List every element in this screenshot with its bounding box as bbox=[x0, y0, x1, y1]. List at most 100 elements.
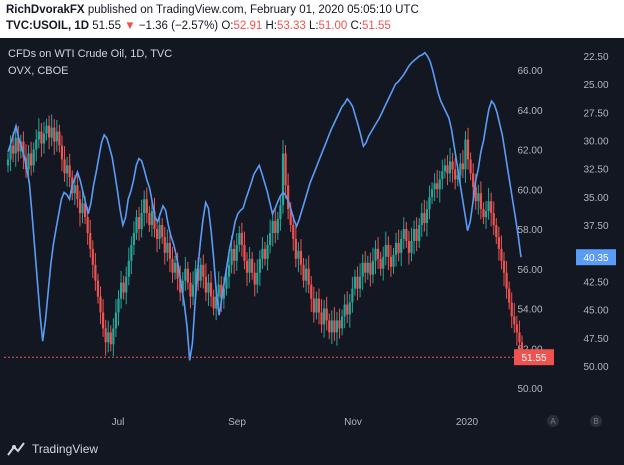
candle-body bbox=[430, 189, 434, 198]
candle-body bbox=[436, 183, 439, 190]
candle-body bbox=[12, 145, 15, 154]
candle-body bbox=[281, 153, 285, 206]
last-price-tag-label: 51.55 bbox=[521, 353, 546, 364]
candle-body bbox=[294, 238, 297, 259]
candle-body bbox=[55, 131, 58, 142]
candle-body bbox=[22, 141, 25, 158]
candle-body bbox=[297, 250, 300, 259]
candle-body bbox=[109, 332, 112, 345]
candle-body bbox=[330, 320, 333, 333]
candle-body bbox=[274, 221, 277, 233]
candle-body bbox=[328, 320, 331, 333]
candle-body bbox=[143, 199, 146, 214]
candle-body bbox=[35, 139, 38, 150]
candle-body bbox=[135, 217, 138, 233]
candle-body bbox=[425, 209, 429, 224]
candle-body bbox=[145, 199, 148, 214]
candle-body bbox=[230, 248, 233, 265]
candle-body bbox=[315, 298, 318, 313]
symbol-label: TVC:USOIL, 1D bbox=[6, 20, 90, 32]
chart-title: CFDs on WTI Crude Oil, 1D, TVC bbox=[8, 48, 173, 60]
price-chart[interactable]: 66.0064.0062.0060.0058.0056.0054.0052.00… bbox=[0, 38, 624, 465]
ovx-tick-label: 32.50 bbox=[583, 165, 608, 176]
candle-body bbox=[209, 282, 213, 297]
candle-body bbox=[338, 320, 341, 329]
tradingview-logo[interactable]: TradingView bbox=[6, 441, 98, 457]
last-price-tag bbox=[514, 349, 554, 366]
candle-body bbox=[81, 203, 84, 214]
ovx-tag bbox=[576, 249, 616, 266]
candle-body bbox=[191, 284, 195, 297]
price-tick-label: 54.00 bbox=[517, 305, 542, 316]
candle-body bbox=[505, 272, 508, 289]
candle-body bbox=[433, 183, 436, 190]
candle-body bbox=[37, 131, 40, 140]
candle-body bbox=[215, 296, 218, 309]
candle-body bbox=[307, 268, 310, 285]
candle-body bbox=[428, 197, 431, 210]
candle-body bbox=[114, 312, 118, 329]
candle-body bbox=[402, 229, 405, 239]
candle-body bbox=[376, 248, 380, 259]
candle-body bbox=[410, 240, 413, 253]
candle-body bbox=[508, 288, 511, 303]
candle-body bbox=[346, 304, 349, 315]
ovx-tick-label: 42.50 bbox=[583, 277, 608, 288]
candle-body bbox=[320, 312, 323, 325]
candle-body bbox=[17, 137, 20, 152]
ovx-line bbox=[7, 51, 522, 361]
price-tick-label: 60.00 bbox=[517, 185, 542, 196]
ovx-tick-label: 22.50 bbox=[583, 52, 608, 63]
candle-body bbox=[392, 254, 395, 267]
price-change: −1.36 (−2.57%) bbox=[138, 20, 219, 32]
candle-body bbox=[243, 244, 246, 261]
candle-body bbox=[358, 276, 362, 289]
candle-body bbox=[119, 282, 123, 299]
candle-body bbox=[212, 296, 215, 309]
candle-body bbox=[150, 211, 154, 226]
candle-body bbox=[42, 133, 46, 144]
candle-body bbox=[464, 139, 467, 170]
x-tick-label: Jul bbox=[112, 417, 125, 428]
candle-body bbox=[446, 165, 449, 174]
candle-body bbox=[256, 272, 259, 285]
candle-body bbox=[454, 169, 457, 180]
candle-body bbox=[451, 161, 454, 170]
x-tick-label: 2020 bbox=[456, 417, 479, 428]
candle-body bbox=[58, 131, 61, 146]
ovx-tick-label: 35.00 bbox=[583, 193, 608, 204]
open-value: 52.91 bbox=[233, 20, 263, 32]
candle-body bbox=[407, 240, 411, 253]
candle-body bbox=[448, 161, 452, 174]
candle-body bbox=[482, 209, 485, 218]
candle-body bbox=[181, 280, 184, 293]
candle-body bbox=[266, 244, 269, 259]
candle-body bbox=[387, 244, 390, 257]
candle-body bbox=[276, 219, 279, 233]
candle-body bbox=[53, 127, 56, 142]
candle-body bbox=[202, 264, 205, 277]
candle-body bbox=[477, 193, 480, 202]
candle-body bbox=[45, 125, 48, 134]
candle-body bbox=[415, 229, 418, 241]
candle-body bbox=[155, 229, 159, 239]
candle-body bbox=[271, 221, 274, 233]
price-tick-label: 50.00 bbox=[517, 384, 542, 395]
ohlc-line: TVC:USOIL, 1D 51.55 ▼ −1.36 (−2.57%) O:5… bbox=[6, 20, 391, 32]
candle-body bbox=[472, 173, 475, 188]
candle-body bbox=[412, 229, 416, 241]
candle-body bbox=[186, 268, 189, 283]
ovx-tag-label: 40.35 bbox=[583, 253, 608, 264]
last-price: 51.55 bbox=[92, 20, 122, 32]
candle-body bbox=[502, 260, 506, 273]
price-tick-label: 58.00 bbox=[517, 225, 542, 236]
candle-body bbox=[461, 163, 464, 170]
candle-body bbox=[474, 187, 477, 202]
candle-body bbox=[68, 165, 71, 178]
brand-name: TradingView bbox=[32, 442, 99, 456]
candle-body bbox=[238, 232, 241, 245]
publisher-name[interactable]: RichDvorakFX bbox=[6, 4, 85, 16]
candle-body bbox=[343, 304, 346, 317]
candle-body bbox=[168, 242, 172, 259]
candle-body bbox=[107, 332, 110, 343]
